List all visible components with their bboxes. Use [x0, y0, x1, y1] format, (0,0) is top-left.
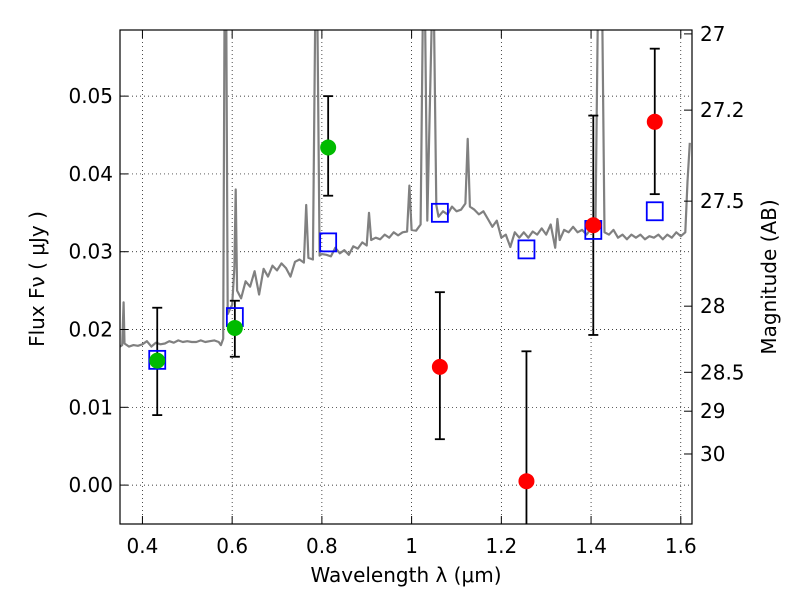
y-tick-label: 0.02: [68, 318, 113, 342]
photometry-point: [646, 113, 663, 130]
x-tick-label: 0.8: [306, 534, 338, 558]
y-axis-label: Flux Fν ( μJy ): [25, 211, 49, 347]
spectrum-line: [120, 30, 691, 348]
photometry-point: [149, 352, 166, 369]
y2-tick-label: 28.5: [700, 360, 745, 384]
model-square-marker: [430, 202, 449, 223]
y2-tick-label: 27.2: [700, 98, 745, 122]
model-square-marker: [319, 232, 338, 253]
y2-tick-label: 28: [700, 294, 725, 318]
x-tick-label: 1.2: [485, 534, 517, 558]
x-axis-label: Wavelength λ (μm): [310, 563, 501, 587]
model-square-marker: [645, 201, 664, 222]
x-tick-label: 1: [405, 534, 418, 558]
y2-tick-label: 29: [700, 399, 725, 423]
model-square-marker: [148, 349, 167, 370]
grid-layer: [120, 30, 692, 524]
y-tick-label: 0.01: [68, 395, 113, 419]
y-tick-label: 0.03: [68, 240, 113, 264]
y2-tick-label: 30: [700, 442, 725, 466]
x-tick-label: 0.4: [127, 534, 159, 558]
photometry-point: [431, 358, 448, 375]
marker-layer: [148, 113, 664, 490]
model-square-marker: [517, 239, 536, 260]
photometry-point: [585, 217, 602, 234]
tick-layer: 0.4 0.6 0.8 1 1.2 1.4 1.6 0.00 0.01 0.02 0.03 0.04 0…: [68, 22, 744, 558]
y-tick-label: 0.05: [68, 84, 113, 108]
y-tick-label: 0.04: [68, 162, 113, 186]
y2-tick-label: 27: [700, 22, 725, 46]
y2-axis-label: Magnitude (AB): [757, 199, 781, 354]
x-tick-label: 1.6: [665, 534, 697, 558]
spectrum-layer: [120, 30, 691, 348]
x-tick-label: 0.6: [216, 534, 248, 558]
y-tick-label: 0.00: [68, 473, 113, 497]
plot-frame: [119, 29, 693, 525]
y2-tick-label: 27.5: [700, 189, 745, 213]
photometry-point: [320, 139, 337, 156]
x-tick-label: 1.4: [575, 534, 607, 558]
photometry-point: [226, 319, 243, 336]
photometry-point: [518, 473, 535, 490]
